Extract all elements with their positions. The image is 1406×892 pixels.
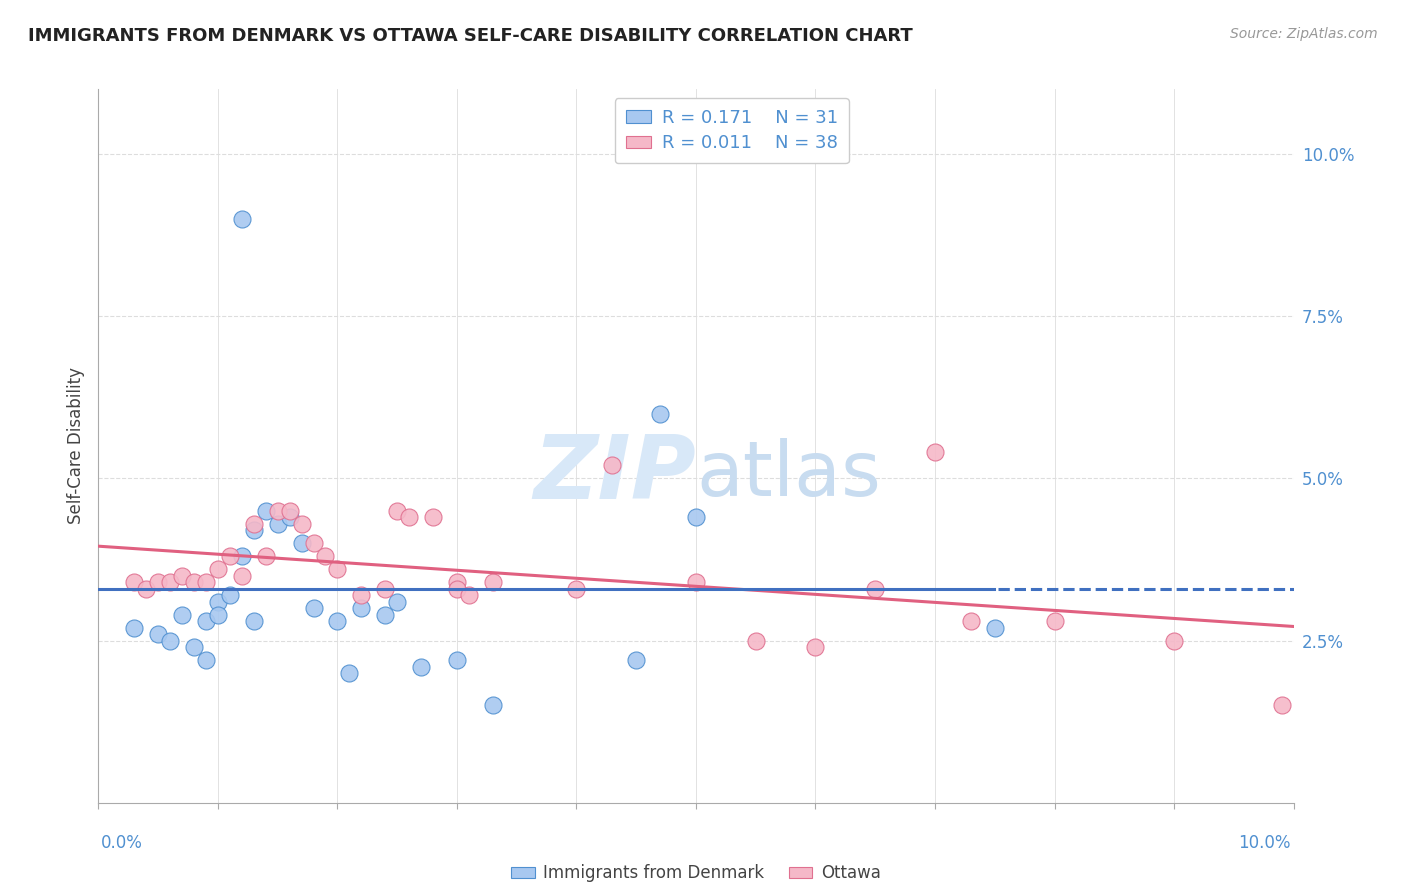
Point	[124, 621, 146, 635]
Point	[219, 549, 242, 564]
Point	[159, 633, 181, 648]
Point	[267, 504, 290, 518]
Text: 0.0%: 0.0%	[101, 834, 143, 852]
Point	[339, 666, 360, 681]
Point	[422, 510, 444, 524]
Point	[231, 549, 253, 564]
Point	[278, 510, 301, 524]
Point	[960, 614, 983, 628]
Point	[398, 510, 420, 524]
Point	[745, 633, 768, 648]
Point	[685, 510, 707, 524]
Point	[458, 588, 481, 602]
Point	[207, 595, 229, 609]
Text: Source: ZipAtlas.com: Source: ZipAtlas.com	[1230, 27, 1378, 41]
Point	[124, 575, 146, 590]
Point	[148, 575, 170, 590]
Point	[924, 445, 946, 459]
Point	[207, 562, 229, 576]
Point	[183, 640, 205, 654]
Point	[291, 516, 314, 531]
Point	[385, 504, 409, 518]
Point	[254, 504, 277, 518]
Y-axis label: Self-Care Disability: Self-Care Disability	[67, 368, 86, 524]
Point	[135, 582, 157, 596]
Point	[207, 607, 229, 622]
Point	[565, 582, 588, 596]
Point	[267, 516, 290, 531]
Point	[195, 653, 218, 667]
Text: atlas: atlas	[696, 438, 880, 511]
Point	[291, 536, 314, 550]
Point	[243, 614, 266, 628]
Point	[231, 211, 253, 226]
Point	[385, 595, 409, 609]
Point	[804, 640, 827, 654]
Point	[148, 627, 170, 641]
Point	[302, 601, 325, 615]
Point	[865, 582, 887, 596]
Point	[326, 562, 349, 576]
Point	[315, 549, 337, 564]
Point	[231, 568, 253, 582]
Point	[446, 575, 468, 590]
Point	[172, 568, 194, 582]
Point	[1163, 633, 1185, 648]
Point	[650, 407, 672, 421]
Point	[446, 653, 468, 667]
Point	[685, 575, 707, 590]
Point	[374, 607, 396, 622]
Point	[411, 659, 433, 673]
Text: 10.0%: 10.0%	[1239, 834, 1291, 852]
Point	[446, 582, 468, 596]
Text: IMMIGRANTS FROM DENMARK VS OTTAWA SELF-CARE DISABILITY CORRELATION CHART: IMMIGRANTS FROM DENMARK VS OTTAWA SELF-C…	[28, 27, 912, 45]
Point	[626, 653, 648, 667]
Point	[254, 549, 277, 564]
Point	[984, 621, 1007, 635]
Point	[243, 516, 266, 531]
Point	[481, 575, 505, 590]
Point	[1043, 614, 1066, 628]
Point	[195, 575, 218, 590]
Point	[481, 698, 505, 713]
Point	[374, 582, 396, 596]
Point	[278, 504, 301, 518]
Point	[195, 614, 218, 628]
Point	[159, 575, 181, 590]
Point	[302, 536, 325, 550]
Point	[172, 607, 194, 622]
Point	[1271, 698, 1294, 713]
Point	[183, 575, 205, 590]
Point	[219, 588, 242, 602]
Point	[350, 588, 373, 602]
Legend: Immigrants from Denmark, Ottawa: Immigrants from Denmark, Ottawa	[505, 857, 887, 888]
Point	[326, 614, 349, 628]
Text: ZIP: ZIP	[533, 431, 696, 518]
Point	[243, 524, 266, 538]
Point	[602, 458, 624, 473]
Point	[350, 601, 373, 615]
